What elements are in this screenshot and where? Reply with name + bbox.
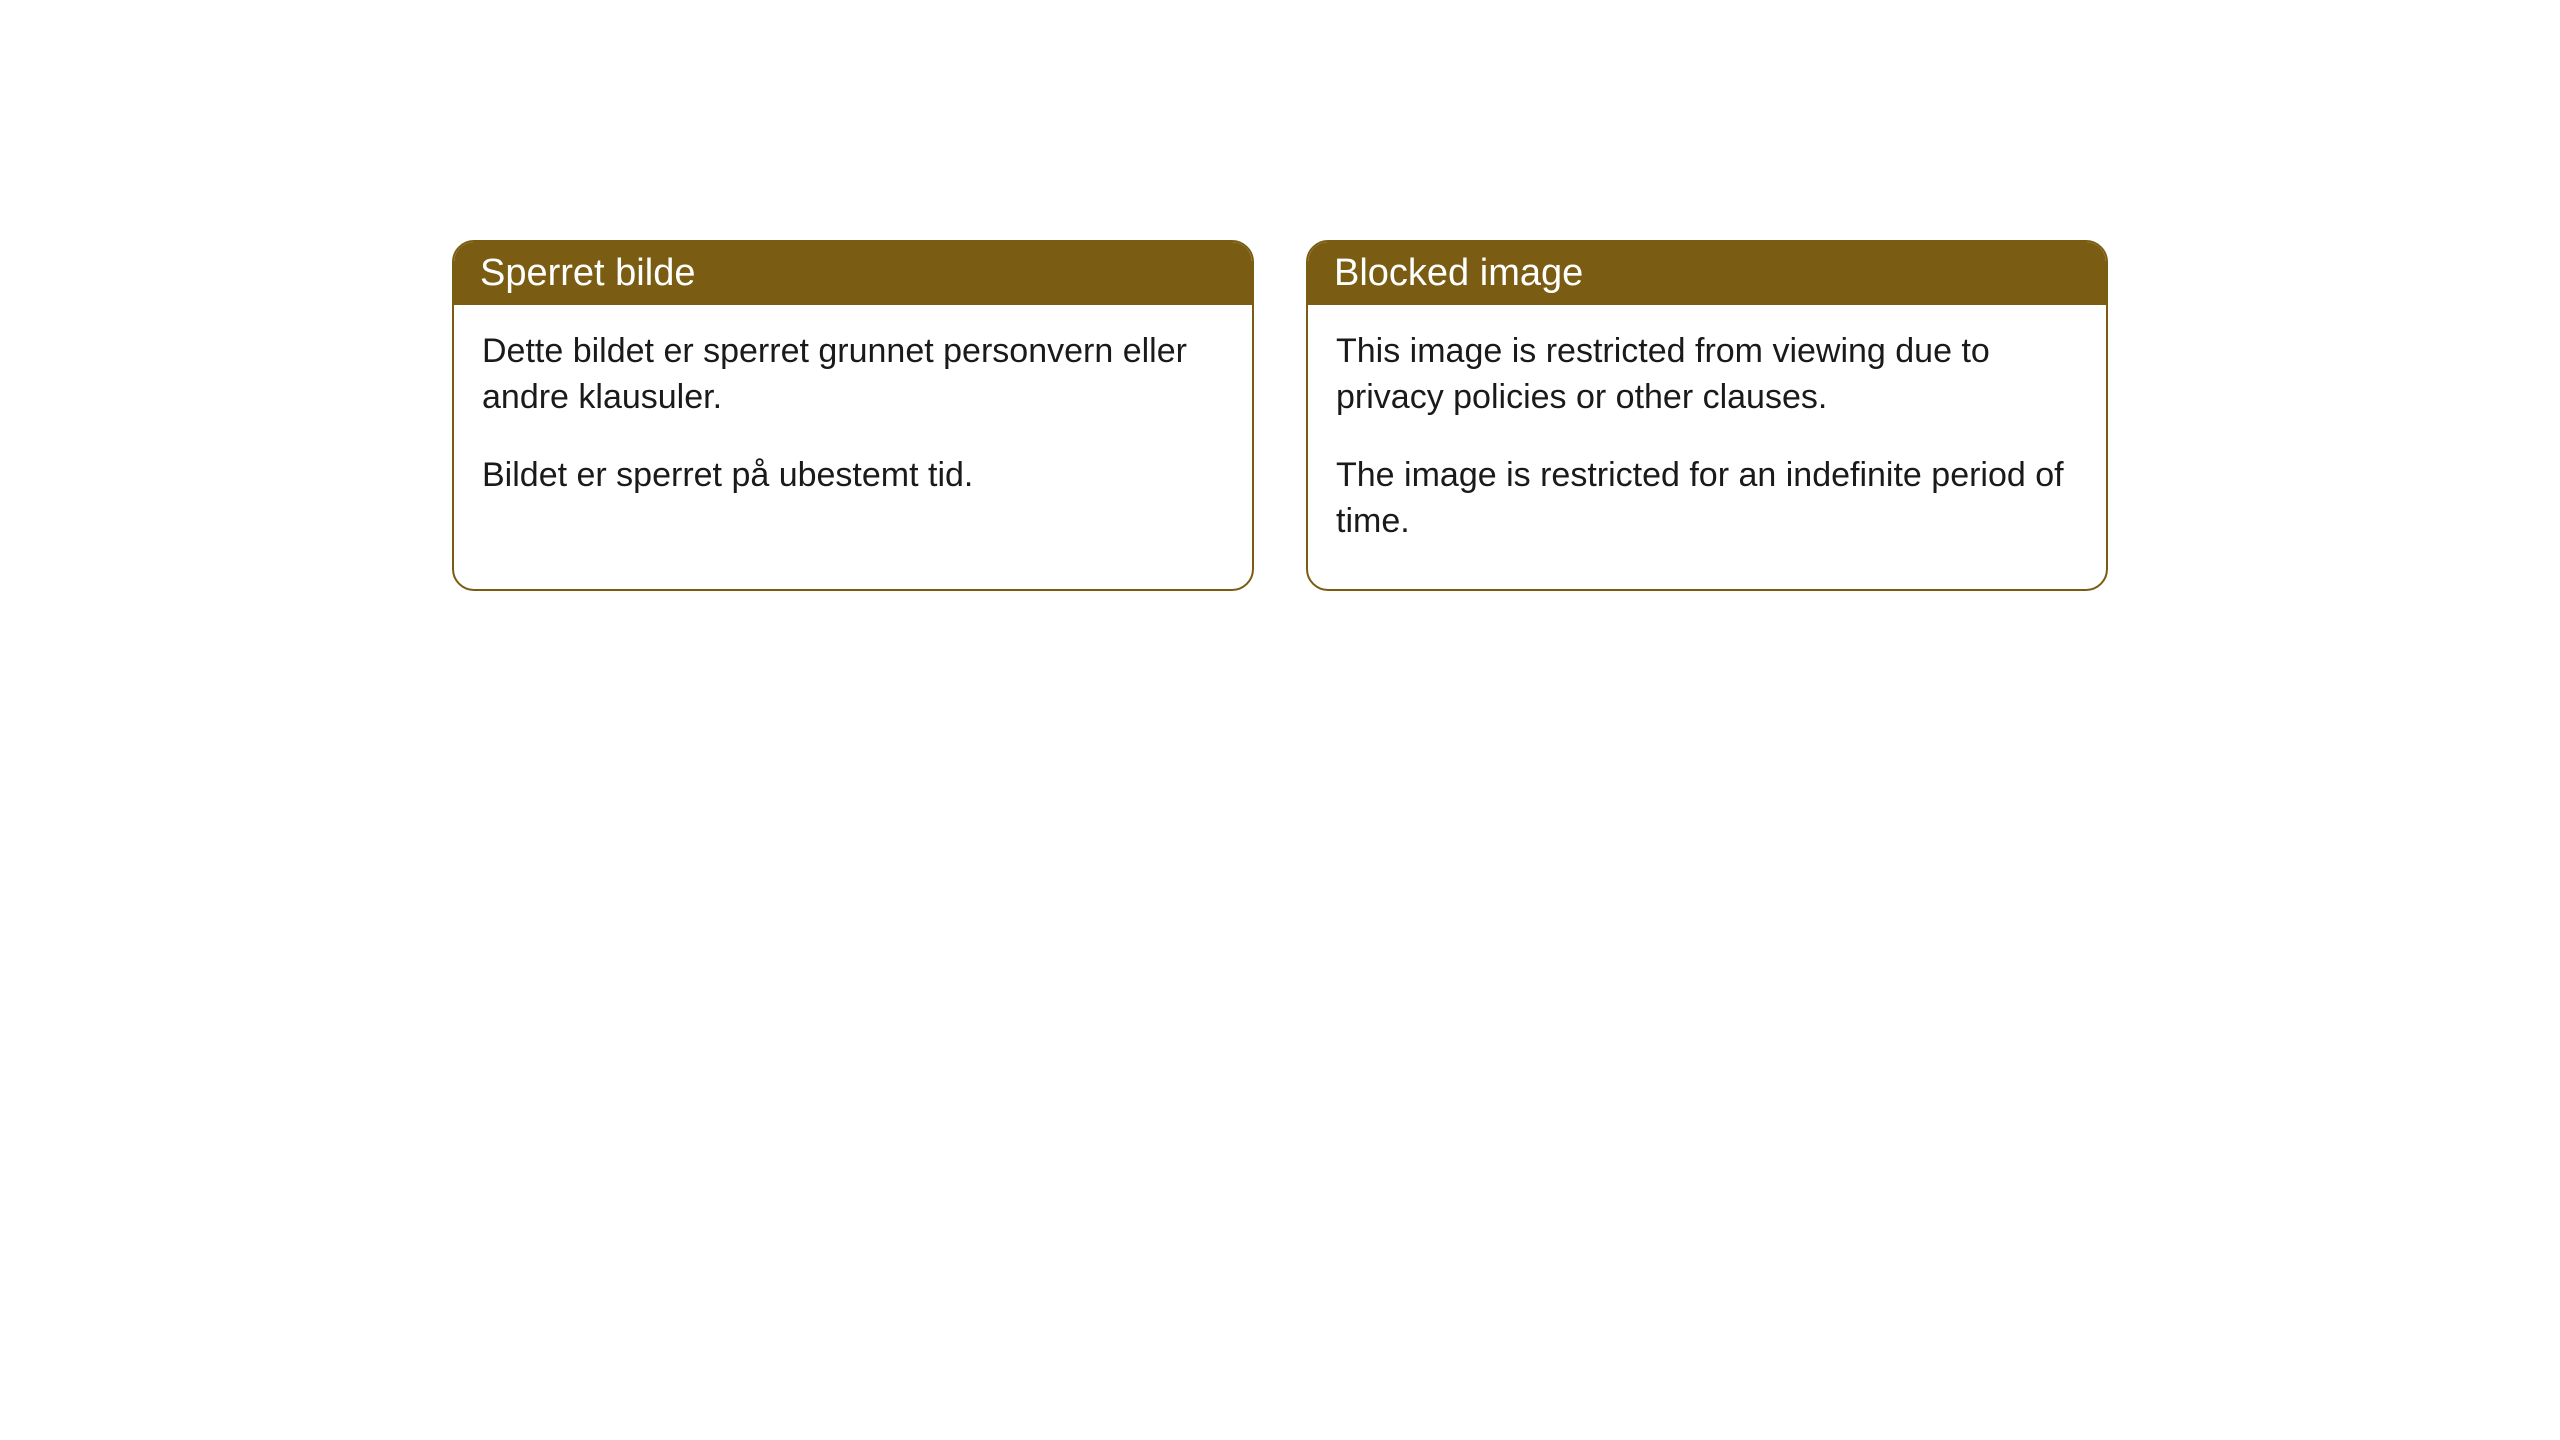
card-title: Blocked image [1334, 252, 1583, 294]
card-body-english: This image is restricted from viewing du… [1308, 305, 2106, 589]
card-header-english: Blocked image [1308, 242, 2106, 305]
card-header-norwegian: Sperret bilde [454, 242, 1252, 305]
card-paragraph: Dette bildet er sperret grunnet personve… [482, 329, 1224, 421]
card-paragraph: This image is restricted from viewing du… [1336, 329, 2078, 421]
card-title: Sperret bilde [480, 252, 695, 294]
card-english: Blocked image This image is restricted f… [1306, 240, 2108, 591]
card-paragraph: The image is restricted for an indefinit… [1336, 453, 2078, 545]
card-body-norwegian: Dette bildet er sperret grunnet personve… [454, 305, 1252, 543]
card-norwegian: Sperret bilde Dette bildet er sperret gr… [452, 240, 1254, 591]
card-paragraph: Bildet er sperret på ubestemt tid. [482, 453, 1224, 499]
cards-container: Sperret bilde Dette bildet er sperret gr… [0, 240, 2560, 591]
